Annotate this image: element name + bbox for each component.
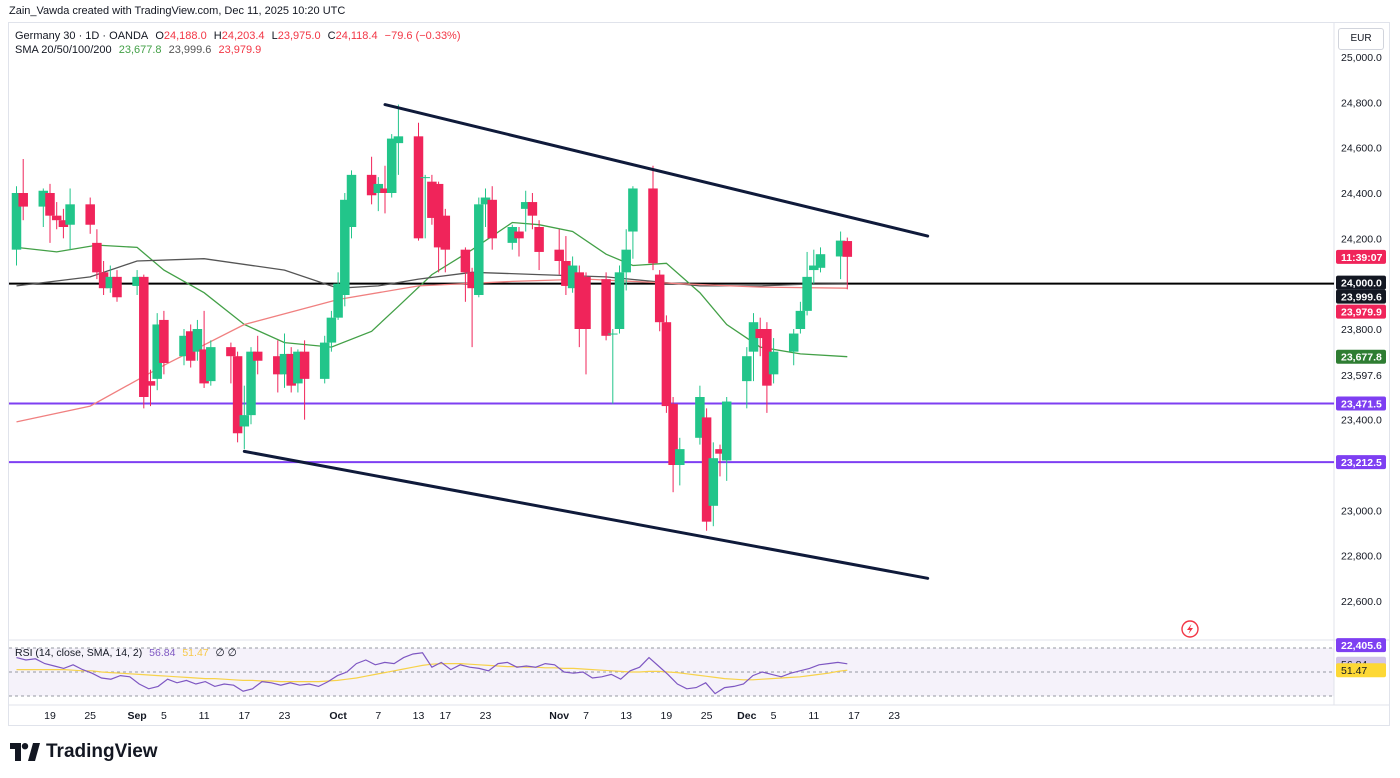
close-number: 24,118.4 bbox=[335, 30, 378, 42]
close-value: C24,118.4 bbox=[328, 30, 378, 42]
symbol-legend: Germany 30 · 1D · OANDA O24,188.0 H24,20… bbox=[15, 30, 465, 42]
tradingview-logo-icon bbox=[10, 743, 40, 761]
change-value: −79.6 (−0.33%) bbox=[384, 30, 461, 42]
sma-legend: SMA 20/50/100/200 23,677.8 23,999.6 23,9… bbox=[15, 44, 265, 56]
rsi-value: 56.84 bbox=[149, 647, 176, 659]
currency-button[interactable]: EUR bbox=[1338, 28, 1384, 50]
rsi-ma-value: 51.47 bbox=[182, 647, 209, 659]
rsi-legend: RSI (14, close, SMA, 14, 2) 56.84 51.47 … bbox=[15, 647, 241, 659]
symbol-name[interactable]: Germany 30 · 1D · OANDA bbox=[15, 30, 149, 42]
tradingview-brand: TradingView bbox=[46, 741, 158, 762]
tradingview-logo[interactable]: TradingView bbox=[10, 741, 158, 763]
rsi-label[interactable]: RSI (14, close, SMA, 14, 2) bbox=[15, 647, 143, 659]
sma-label[interactable]: SMA 20/50/100/200 bbox=[15, 44, 112, 56]
open-label: O bbox=[155, 30, 164, 42]
close-label: C bbox=[327, 30, 336, 42]
sma20-value: 23,677.8 bbox=[118, 44, 162, 56]
chart-frame bbox=[8, 22, 1390, 726]
low-value: L23,975.0 bbox=[272, 30, 321, 42]
open-value: O24,188.0 bbox=[155, 30, 206, 42]
high-number: 24,203.4 bbox=[221, 30, 265, 42]
sma50-value: 23,999.6 bbox=[168, 44, 212, 56]
low-label: L bbox=[271, 30, 278, 42]
rsi-extra: ∅ ∅ bbox=[215, 647, 237, 659]
chart-credit: Zain_Vawda created with TradingView.com,… bbox=[9, 5, 346, 17]
open-number: 24,188.0 bbox=[163, 30, 207, 42]
low-number: 23,975.0 bbox=[277, 30, 321, 42]
high-label: H bbox=[213, 30, 222, 42]
high-value: H24,203.4 bbox=[214, 30, 265, 42]
sma100-value: 23,979.9 bbox=[218, 44, 262, 56]
